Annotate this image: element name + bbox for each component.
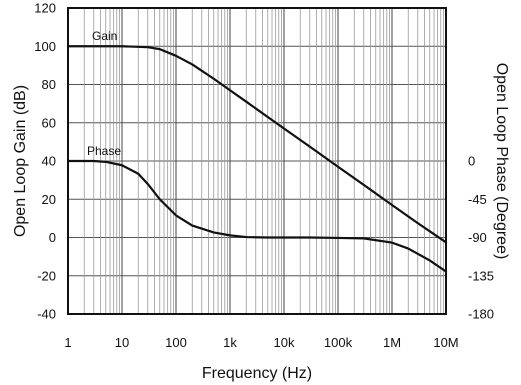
y-tick-label: 120 bbox=[34, 1, 56, 16]
x-tick-label: 100k bbox=[324, 335, 353, 350]
x-tick-label: 1k bbox=[223, 335, 237, 350]
y-tick-label: 100 bbox=[34, 39, 56, 54]
x-tick-label: 100 bbox=[165, 335, 187, 350]
y-tick-label: 40 bbox=[42, 154, 56, 169]
y-tick-label: -40 bbox=[37, 307, 56, 322]
y-tick-label: -20 bbox=[37, 268, 56, 283]
phase-series-label: Phase bbox=[87, 144, 121, 158]
y-axis-title: Open Loop Gain (dB) bbox=[12, 85, 29, 237]
x-axis-ticks: 1 10 100 1k 10k 100k 1M 10M bbox=[64, 335, 458, 350]
grid bbox=[67, 7, 446, 315]
y2-tick-label: -45 bbox=[468, 192, 487, 207]
phase-series-line bbox=[66, 159, 448, 273]
y2-tick-label: -180 bbox=[468, 307, 494, 322]
y2-tick-label: -135 bbox=[468, 268, 494, 283]
gain-series-line bbox=[66, 45, 448, 244]
x-tick-label: 10 bbox=[115, 335, 129, 350]
y-tick-label: 0 bbox=[49, 230, 56, 245]
y2-axis-title: Open Loop Phase (Degree) bbox=[493, 63, 510, 260]
x-tick-label: 1M bbox=[383, 335, 401, 350]
series-lines bbox=[66, 45, 448, 273]
y-axis-ticks: 120 100 80 60 40 20 0 -20 -40 bbox=[34, 1, 56, 322]
y2-tick-label: -90 bbox=[468, 230, 487, 245]
x-tick-label: 1 bbox=[64, 335, 71, 350]
y2-tick-label: 0 bbox=[468, 154, 475, 169]
y-tick-label: 60 bbox=[42, 115, 56, 130]
x-tick-label: 10k bbox=[274, 335, 295, 350]
y-tick-label: 20 bbox=[42, 192, 56, 207]
x-tick-label: 10M bbox=[433, 335, 458, 350]
gain-series-label: Gain bbox=[92, 29, 117, 43]
y2-axis-ticks: 0 -45 -90 -135 -180 bbox=[468, 154, 494, 322]
y-tick-label: 80 bbox=[42, 77, 56, 92]
x-axis-title: Frequency (Hz) bbox=[202, 365, 312, 382]
